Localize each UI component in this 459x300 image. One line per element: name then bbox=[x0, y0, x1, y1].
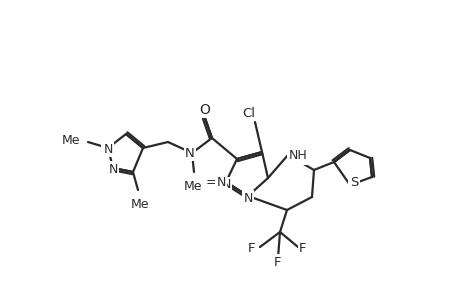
Text: N: N bbox=[243, 191, 252, 205]
Text: N: N bbox=[102, 142, 112, 155]
Text: Me: Me bbox=[183, 180, 202, 193]
Text: N: N bbox=[216, 176, 225, 190]
Text: =N: =N bbox=[206, 176, 225, 188]
Text: O: O bbox=[199, 103, 210, 117]
Text: N: N bbox=[107, 163, 117, 176]
Text: N: N bbox=[243, 196, 252, 209]
Text: N: N bbox=[108, 163, 118, 176]
Text: N: N bbox=[103, 142, 112, 155]
Text: F: F bbox=[299, 242, 306, 256]
Text: NH: NH bbox=[287, 148, 306, 161]
Text: F: F bbox=[248, 242, 255, 256]
Text: Cl: Cl bbox=[242, 106, 255, 119]
Text: NH: NH bbox=[291, 151, 310, 164]
Text: Me: Me bbox=[130, 198, 149, 211]
Text: N: N bbox=[185, 146, 195, 160]
Text: N: N bbox=[221, 178, 230, 191]
Text: Me: Me bbox=[62, 134, 80, 146]
Text: NH: NH bbox=[288, 148, 307, 161]
Text: N: N bbox=[243, 194, 252, 206]
Text: S: S bbox=[349, 176, 358, 190]
Text: F: F bbox=[274, 256, 281, 268]
